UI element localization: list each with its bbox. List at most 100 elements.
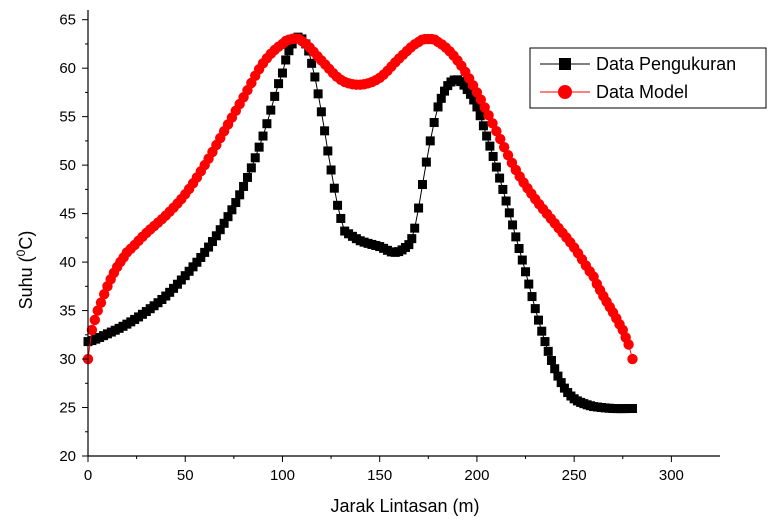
data-point [627,403,637,413]
x-tick-label: 250 [562,467,587,484]
data-point [483,110,494,121]
x-tick-label: 300 [659,467,684,484]
data-point [478,121,488,131]
data-point [192,257,202,267]
data-point [188,262,198,272]
axes-layer: 0 50 100 150 200 250 300 20 25 30 35 40 45 50 55 60 65 [59,10,720,484]
data-point [219,218,229,228]
data-point [336,213,346,223]
data-point [482,131,492,141]
x-tick-label: 150 [367,467,392,484]
data-point [462,85,472,95]
data-point [333,200,343,210]
data-point [235,190,245,200]
data-point [95,297,107,308]
y-axis-title: Suhu (0C) [14,231,36,310]
data-point [92,305,103,316]
data-point [511,232,521,242]
y-axis-title-main: Suhu ( [16,256,36,309]
data-point [429,118,439,128]
data-point [266,105,276,115]
data-point [504,208,514,218]
data-point [207,237,217,247]
data-point [274,79,284,89]
data-point [527,292,537,302]
data-point [417,180,427,190]
data-point [250,153,260,163]
data-point [501,196,511,206]
legend-label-data-pengukuran: Data Pengukuran [596,54,736,74]
data-point [316,107,326,117]
x-tick-label: 100 [270,467,295,484]
x-axis-title: Jarak Lintasan (m) [330,496,479,516]
data-point [517,255,527,265]
data-point [488,151,498,161]
data-point [472,102,482,112]
data-point [433,102,443,112]
data-point [543,346,553,356]
data-point [307,58,317,68]
data-point [246,163,256,173]
data-point [469,95,479,105]
y-tick-label: 45 [59,206,76,223]
data-point [404,240,414,250]
data-point [407,234,417,244]
legend-label-data-model: Data Model [596,82,688,102]
data-point [485,141,495,151]
data-point [284,46,294,56]
data-point [524,279,534,289]
data-point [521,267,531,277]
data-point [200,247,210,257]
series-data-model [82,33,638,365]
data-point [479,102,490,113]
data-point [475,94,487,105]
y-tick-label: 30 [59,351,76,368]
data-point [534,315,544,325]
y-tick-label: 60 [59,60,76,77]
legend-entry-data-model: Data Model [540,82,688,102]
legend: Data Pengukuran Data Model [529,47,767,109]
data-point [550,364,560,374]
data-point [262,119,272,129]
data-point [556,378,566,388]
y-axis-title-end: C) [16,231,36,250]
data-point [540,337,550,347]
x-tick-label: 50 [177,467,194,484]
data-point [436,93,446,103]
y-tick-label: 65 [59,12,76,29]
data-point [537,326,547,336]
y-tick-label: 25 [59,400,76,417]
data-point [491,125,502,137]
data-point [277,68,287,78]
data-point [320,126,330,136]
y-tick-label: 50 [59,157,76,174]
data-point [495,173,505,183]
data-point [242,172,252,182]
data-point [465,89,475,99]
data-point [323,146,333,156]
data-point [410,223,420,233]
data-point [502,149,514,161]
data-point [204,242,214,252]
legend-circle-marker [558,85,572,99]
data-point [215,225,225,235]
series-data-pengukuran [83,32,637,414]
data-point [231,198,241,208]
data-point [530,304,540,314]
data-point [495,133,506,145]
data-point [514,244,524,254]
y-tick-label: 55 [59,109,76,126]
data-point [270,91,280,101]
data-point [623,339,634,350]
data-point [313,89,323,99]
data-point [86,324,98,336]
y-tick-label: 40 [59,254,76,271]
data-point [508,220,518,230]
data-point [553,371,563,381]
data-point [227,205,237,215]
data-point [258,131,268,141]
data-point [414,203,424,213]
data-point [475,111,485,121]
y-tick-label: 20 [59,448,76,465]
